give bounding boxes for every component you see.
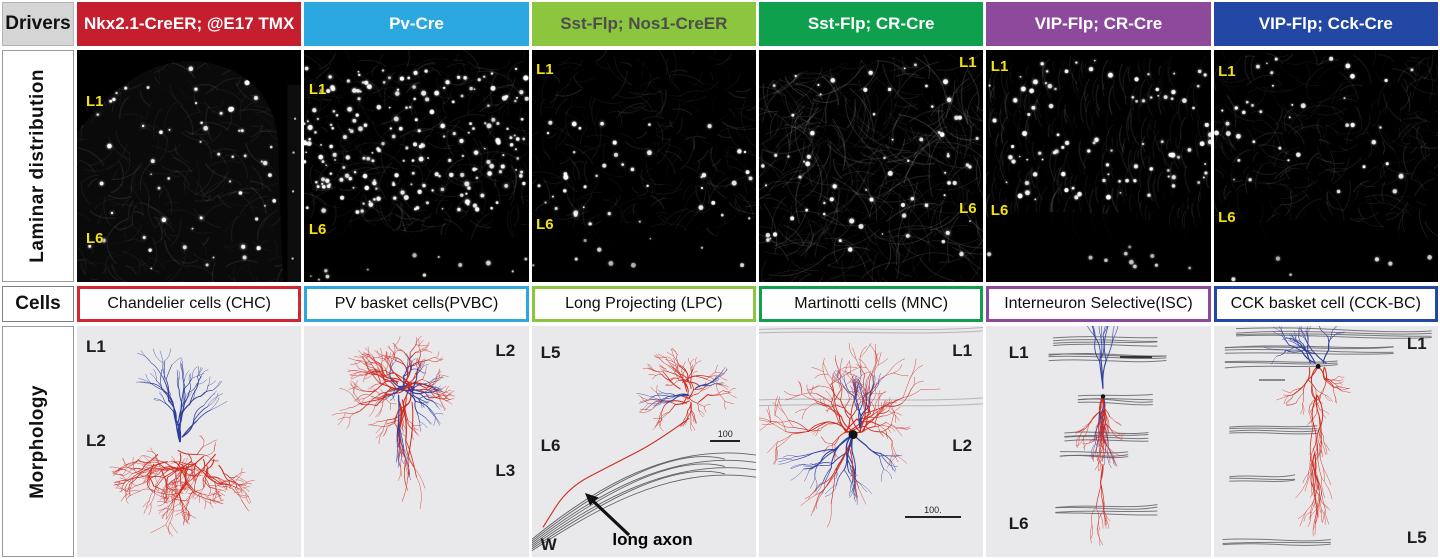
driver-header-mnc: Sst-Flp; CR-Cre <box>758 2 984 46</box>
morphology-panel-cck: L1 L5 <box>1213 326 1438 557</box>
driver-header-isc: VIP-Flp; CR-Cre <box>986 2 1211 46</box>
layer-label-l6: L6 <box>536 216 554 234</box>
layer-label-l1: L1 <box>952 341 973 361</box>
driver-header-label: Nkx2.1-CreER; @E17 TMX <box>84 14 295 34</box>
morphology-drawing-isc <box>986 326 1211 557</box>
driver-headers: Nkx2.1-CreER; @E17 TMX Pv-Cre Sst-Flp; Nos… <box>77 2 1438 46</box>
laminar-micrograph-pv <box>304 50 529 282</box>
layer-label-l1: L1 <box>85 336 106 356</box>
cell-type-labels: Chandelier cells (CHC) PV basket cells(PV… <box>77 286 1438 322</box>
cell-type-label-pv: PV basket cells(PVBC) <box>304 286 529 322</box>
cell-type-label-text: CCK basket cell (CCK-BC) <box>1230 295 1421 312</box>
layer-label-l1: L1 <box>990 58 1009 76</box>
morphology-drawing-pv <box>304 326 529 557</box>
layer-label-l1: L1 <box>959 53 977 71</box>
layer-label-l2: L2 <box>952 435 973 455</box>
morphology-row-label-box: Morphology <box>2 326 74 557</box>
layer-label-l6: L6 <box>1008 514 1029 534</box>
layer-label-l1: L1 <box>536 60 554 78</box>
scale-bar-line <box>904 516 961 519</box>
layer-label-l6: L6 <box>85 229 104 247</box>
driver-header-label: Sst-Flp; CR-Cre <box>807 14 935 34</box>
drivers-row: Drivers Nkx2.1-CreER; @E17 TMX Pv-Cre Sst-… <box>2 2 1438 46</box>
morphology-panel-lpc: L5 L6 W 100 long axon <box>531 326 756 557</box>
cells-row: Cells Chandelier cells (CHC) PV basket ce… <box>2 286 1438 322</box>
morphology-panel-isc: L1 L6 <box>986 326 1211 557</box>
cell-type-label-text: Martinotti cells (MNC) <box>794 295 949 312</box>
layer-label-l1: L1 <box>1406 334 1427 354</box>
scale-bar <box>1258 379 1285 382</box>
laminar-panel-nkx: L1 L6 <box>77 50 302 282</box>
layer-label-l3: L3 <box>495 461 516 481</box>
layer-label-l1: L1 <box>1008 343 1029 363</box>
cell-type-label-text: Chandelier cells (CHC) <box>107 295 271 312</box>
morphology-drawing-cck <box>1213 326 1438 557</box>
cell-type-label-mnc: Martinotti cells (MNC) <box>758 286 984 322</box>
layer-label-l1: L1 <box>308 81 327 99</box>
scale-bar-label: 100 <box>717 428 733 439</box>
layer-label-l5: L5 <box>540 343 561 363</box>
laminar-panel-lpc: L1 L6 <box>531 50 756 282</box>
driver-header-cck: VIP-Flp; Cck-Cre <box>1213 2 1438 46</box>
cell-type-label-text: Interneuron Selective(ISC) <box>1004 295 1193 312</box>
laminar-row-label-box: Laminar distribution <box>2 50 74 282</box>
morphology-panel-pv: L2 L3 <box>304 326 529 557</box>
cell-type-label-isc: Interneuron Selective(ISC) <box>986 286 1211 322</box>
scale-bar-line <box>710 439 741 442</box>
scale-bar-label: 100. <box>924 505 942 516</box>
drivers-row-label: Drivers <box>2 2 74 46</box>
cell-type-label-text: PV basket cells(PVBC) <box>334 295 499 312</box>
laminar-panel-cck: L1 L6 <box>1213 50 1438 282</box>
long-axon-annotation: long axon <box>612 530 693 550</box>
scale-bar-line <box>1258 379 1285 382</box>
morphology-row: Morphology L1 L2 L2 L3 L5 L6 W 100 long axon L1 L2… <box>2 326 1438 557</box>
layer-label-l2: L2 <box>85 431 106 451</box>
laminar-row: Laminar distribution L1 L6 L1 L6 L1 L6 L1 L6 L1 L… <box>2 50 1438 282</box>
cells-row-label: Cells <box>2 286 74 322</box>
layer-label-l6: L6 <box>990 202 1009 220</box>
laminar-panels: L1 L6 L1 L6 L1 L6 L1 L6 L1 L6 L1 L6 <box>77 50 1438 282</box>
morphology-panel-nkx: L1 L2 <box>77 326 302 557</box>
driver-header-label: VIP-Flp; Cck-Cre <box>1258 14 1393 34</box>
cell-type-label-cck: CCK basket cell (CCK-BC) <box>1213 286 1438 322</box>
laminar-micrograph-cck <box>1213 50 1438 282</box>
layer-label-l2: L2 <box>495 341 516 361</box>
scale-bar: 100 <box>710 428 741 442</box>
morphology-drawing-mnc <box>758 326 984 557</box>
cell-type-label-lpc: Long Projecting (LPC) <box>531 286 756 322</box>
laminar-panel-mnc: L1 L6 <box>758 50 984 282</box>
driver-header-pv: Pv-Cre <box>304 2 529 46</box>
laminar-panel-isc: L1 L6 <box>986 50 1211 282</box>
layer-label-w: W <box>540 535 557 555</box>
scale-bar-line <box>1120 356 1153 359</box>
morphology-panel-mnc: L1 L2 100. <box>758 326 984 557</box>
morphology-panels: L1 L2 L2 L3 L5 L6 W 100 long axon L1 L2 100. L1 L6 L1 L… <box>77 326 1438 557</box>
scale-bar: 100. <box>904 505 961 519</box>
scale-bar <box>1120 356 1153 359</box>
laminar-micrograph-nkx <box>77 50 302 282</box>
laminar-micrograph-mnc <box>758 50 984 282</box>
layer-label-l6: L6 <box>540 435 561 455</box>
laminar-micrograph-lpc <box>531 50 756 282</box>
morphology-drawing-nkx <box>77 326 302 557</box>
driver-header-nkx: Nkx2.1-CreER; @E17 TMX <box>77 2 302 46</box>
layer-label-l1: L1 <box>1218 62 1236 80</box>
cell-type-label-text: Long Projecting (LPC) <box>565 295 723 312</box>
driver-header-label: Pv-Cre <box>389 14 444 34</box>
laminar-panel-pv: L1 L6 <box>304 50 529 282</box>
layer-label-l6: L6 <box>1218 209 1236 227</box>
layer-label-l5: L5 <box>1406 528 1427 548</box>
morphology-row-label: Morphology <box>27 384 48 499</box>
driver-header-label: VIP-Flp; CR-Cre <box>1034 14 1163 34</box>
laminar-micrograph-isc <box>986 50 1211 282</box>
driver-header-lpc: Sst-Flp; Nos1-CreER <box>531 2 756 46</box>
laminar-row-label: Laminar distribution <box>27 69 48 263</box>
layer-label-l6: L6 <box>308 220 327 238</box>
long-axon-arrow-icon <box>584 492 630 536</box>
layer-label-l1: L1 <box>85 93 104 111</box>
cell-type-label-nkx: Chandelier cells (CHC) <box>77 286 302 322</box>
layer-label-l6: L6 <box>959 199 977 217</box>
driver-header-label: Sst-Flp; Nos1-CreER <box>560 14 728 34</box>
